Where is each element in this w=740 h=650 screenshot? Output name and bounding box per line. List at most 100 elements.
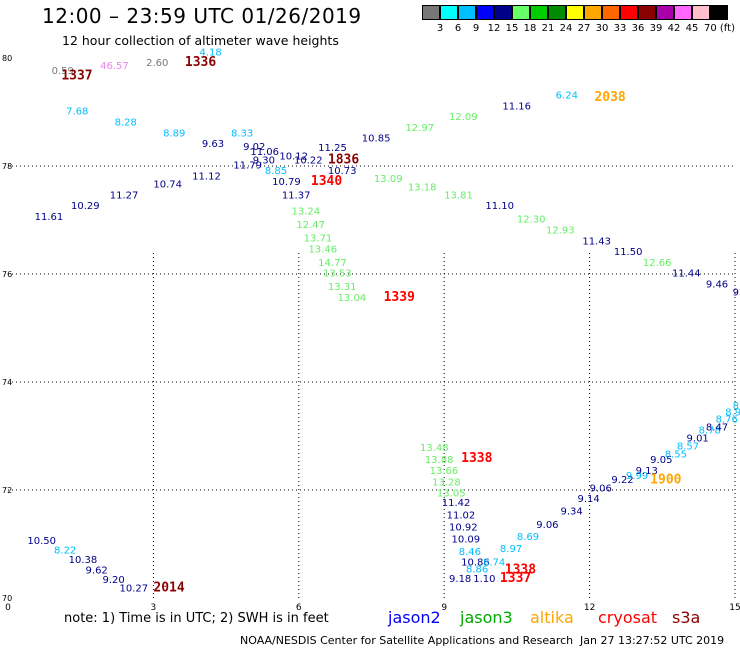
x-tick-label: 0 xyxy=(5,603,11,613)
x-tick-label: 9 xyxy=(441,603,447,613)
wave-height-label: 11.16 xyxy=(502,101,531,112)
scale-swatch xyxy=(692,5,710,20)
wave-height-label: 12.47 xyxy=(296,220,325,231)
mission-s3a: s3a xyxy=(672,608,701,627)
y-tick-label: 72 xyxy=(2,486,12,495)
wave-height-label: 8.86 xyxy=(466,565,488,576)
scale-swatch xyxy=(620,5,638,20)
mission-jason2: jason2 xyxy=(388,608,441,627)
scale-swatch xyxy=(494,5,512,20)
scale-label: 39 xyxy=(649,23,663,34)
pass-time-label: 1338 xyxy=(461,451,492,466)
pass-time-label: 1337 xyxy=(500,571,531,586)
x-tick-label: 15 xyxy=(729,603,740,613)
wave-height-label: 1.10 xyxy=(473,574,495,585)
wave-height-label: 11.44 xyxy=(672,269,701,280)
scale-label: 6 xyxy=(454,23,462,34)
wave-height-label: 8.76 xyxy=(716,415,738,426)
y-tick-label: 78 xyxy=(2,162,12,171)
pass-time-label: 1336 xyxy=(185,55,216,70)
wave-height-label: 8.22 xyxy=(54,546,76,557)
wave-height-label: 12.30 xyxy=(517,215,546,226)
wave-height-label: 8.93 xyxy=(725,407,740,418)
scale-label: 70 (ft) xyxy=(704,23,735,34)
page-title: 12:00 – 23:59 UTC 01/26/2019 xyxy=(42,4,362,28)
wave-height-label: 10.86 xyxy=(461,558,490,569)
wave-height-label: 8.8 xyxy=(733,401,740,412)
wave-height-label: 11.06 xyxy=(250,147,279,158)
scale-label: 15 xyxy=(505,23,519,34)
wave-height-label: 11.10 xyxy=(485,201,514,212)
wave-height-label: 7.68 xyxy=(66,107,88,118)
wave-height-label: 9.18 xyxy=(449,574,471,585)
wave-height-label: 13.88 xyxy=(425,455,454,466)
wave-height-label: 9.62 xyxy=(86,566,108,577)
scale-label: 3 xyxy=(436,23,444,34)
pass-time-label: 1900 xyxy=(650,473,681,488)
wave-height-label: 11.37 xyxy=(282,190,311,201)
wave-height-label: 8.97 xyxy=(500,544,522,555)
scale-swatch xyxy=(440,5,458,20)
wave-height-label: 13.71 xyxy=(304,234,333,245)
wave-height-label: 8.33 xyxy=(231,128,253,139)
page-subtitle: 12 hour collection of altimeter wave hei… xyxy=(62,33,339,48)
wave-height-label: 8.78 xyxy=(699,425,721,436)
scale-label: 36 xyxy=(631,23,645,34)
wave-height-label: 11.25 xyxy=(318,143,347,154)
y-tick-label: 80 xyxy=(2,54,12,63)
wave-height-label: 10.79 xyxy=(272,177,301,188)
wave-height-label: 9.8 xyxy=(733,288,740,299)
wave-height-label: 13.18 xyxy=(408,182,437,193)
wave-height-label: 10.22 xyxy=(294,155,323,166)
wave-height-label: 8.74 xyxy=(483,558,505,569)
scale-swatch xyxy=(476,5,494,20)
scale-swatch xyxy=(530,5,548,20)
scale-swatch xyxy=(602,5,620,20)
wave-height-label: 11.79 xyxy=(233,161,262,172)
pass-time-label: 1339 xyxy=(384,290,415,305)
scale-label: 30 xyxy=(595,23,609,34)
wave-height-label: 11.27 xyxy=(110,190,139,201)
wave-height-label: 12.66 xyxy=(643,258,672,269)
wave-height-label: 13.28 xyxy=(432,478,461,489)
scale-label: 42 xyxy=(667,23,681,34)
x-tick-label: 3 xyxy=(151,603,157,613)
wave-height-label: 11.12 xyxy=(192,172,221,183)
wave-height-label: 13.53 xyxy=(323,269,352,280)
wave-height-label: 10.27 xyxy=(119,584,148,595)
wave-height-label: 13.81 xyxy=(444,190,473,201)
wave-height-label: 6.24 xyxy=(556,91,578,102)
scale-label: 18 xyxy=(523,23,537,34)
wave-height-label: 12.93 xyxy=(546,226,575,237)
wave-height-label: 46.57 xyxy=(100,61,129,72)
scale-swatch xyxy=(548,5,566,20)
wave-height-label: 11.43 xyxy=(582,236,611,247)
footer-note: note: 1) Time is in UTC; 2) SWH is in fe… xyxy=(64,611,329,626)
scale-label: 9 xyxy=(472,23,480,34)
scale-label: 24 xyxy=(559,23,573,34)
timestamp: Jan 27 13:27:52 UTC 2019 xyxy=(580,634,725,647)
x-tick-label: 6 xyxy=(296,603,302,613)
pass-time-label: 1338 xyxy=(505,563,536,578)
wave-height-label: 8.55 xyxy=(665,450,687,461)
wave-height-label: 10.38 xyxy=(69,555,98,566)
wave-height-label: 13.66 xyxy=(430,466,459,477)
wave-height-label: 10.73 xyxy=(328,166,357,177)
wave-height-label: 9.06 xyxy=(536,520,558,531)
wave-height-label: 11.02 xyxy=(447,511,476,522)
wave-height-label: 10.29 xyxy=(71,201,100,212)
scale-swatch xyxy=(638,5,656,20)
wave-height-label: 9.14 xyxy=(577,494,599,505)
wave-height-label: 11.61 xyxy=(35,212,64,223)
wave-height-label: 10.50 xyxy=(27,536,56,547)
scale-swatch xyxy=(710,5,728,20)
wave-height-label: 13.09 xyxy=(374,174,403,185)
wave-height-label: 10.74 xyxy=(153,180,182,191)
wave-height-label: 10.09 xyxy=(451,534,480,545)
mission-altika: altika xyxy=(530,608,574,627)
pass-time-label: 1337 xyxy=(61,69,92,84)
scale-swatch xyxy=(458,5,476,20)
wave-height-label: 8.85 xyxy=(265,166,287,177)
wave-height-label: 0.59 xyxy=(52,66,74,77)
wave-height-label: 11.42 xyxy=(442,498,471,509)
